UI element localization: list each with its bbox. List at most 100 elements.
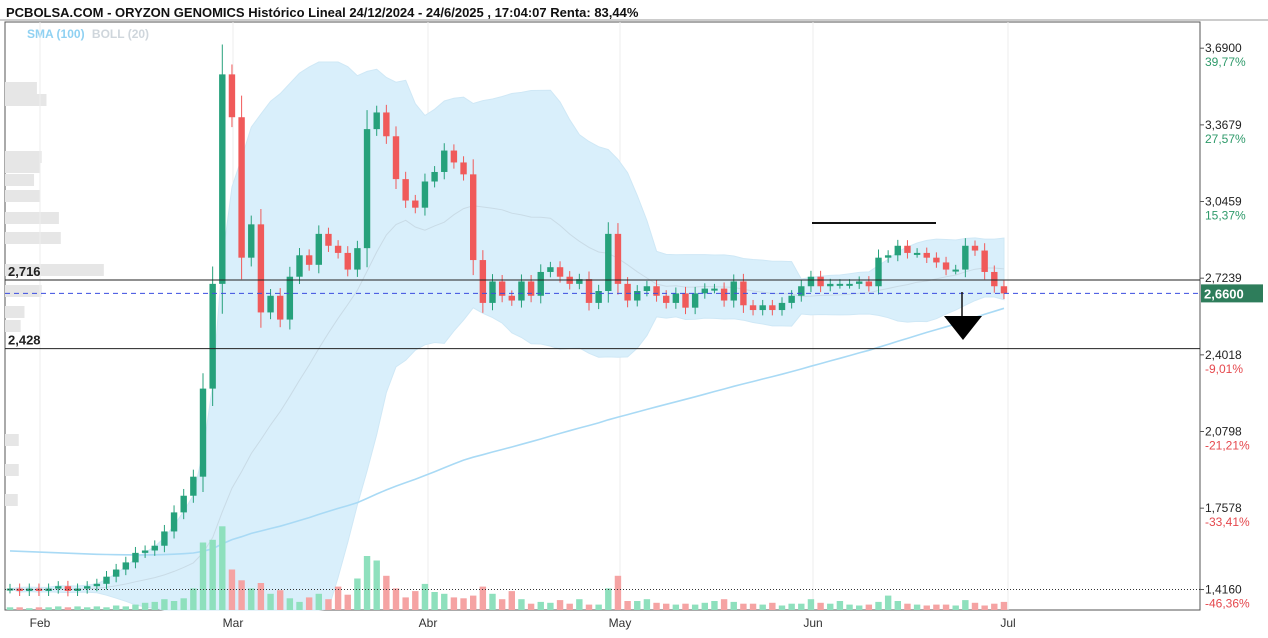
volume-bar <box>315 593 322 610</box>
volume-bar <box>595 604 602 610</box>
chart-legend[interactable]: SMA (100) BOLL (20) <box>27 27 149 41</box>
volume-bar <box>827 603 834 610</box>
candle-body <box>682 293 689 308</box>
candle-body <box>991 271 998 287</box>
volume-bar <box>807 599 815 610</box>
y-tick-price: 3,6900 <box>1205 41 1242 55</box>
candle <box>962 238 969 278</box>
volume-bar <box>933 604 940 610</box>
volume-bar <box>460 598 467 610</box>
candle-body <box>363 129 371 249</box>
volume-bar <box>219 526 226 610</box>
y-tick-percent: 27,57% <box>1205 132 1246 146</box>
volume-bar <box>624 601 631 610</box>
candle <box>93 578 101 592</box>
candle <box>141 545 149 558</box>
candle-body <box>498 281 506 296</box>
volume-bar <box>151 601 158 610</box>
candle <box>84 581 91 594</box>
candle-body <box>556 267 564 277</box>
candle <box>209 266 216 406</box>
legend-boll[interactable]: BOLL (20) <box>91 27 150 41</box>
candle <box>547 261 554 278</box>
volume-bar <box>421 583 429 610</box>
volume-bar <box>971 602 979 610</box>
candle-body <box>238 117 245 258</box>
candle <box>161 524 168 553</box>
volume-profile-bar <box>5 285 42 297</box>
x-tick-label: Abr <box>419 616 438 630</box>
y-tick-percent: -21,21% <box>1205 439 1250 453</box>
volume-bar <box>923 605 930 610</box>
candle <box>180 488 187 520</box>
candle-body <box>547 267 554 272</box>
candle-body <box>460 162 467 175</box>
candle-body <box>749 305 757 311</box>
candle-body <box>141 550 149 553</box>
volume-bar <box>576 599 583 610</box>
candle-body <box>209 283 216 389</box>
candle <box>286 266 294 330</box>
legend-sma[interactable]: SMA (100) <box>27 27 85 41</box>
candle <box>122 556 129 576</box>
candle <box>827 278 834 292</box>
candle <box>238 95 245 280</box>
volume-profile-bar <box>5 434 19 446</box>
volume-bar <box>711 601 718 610</box>
volume-bar <box>730 601 737 610</box>
candle-body <box>798 286 805 296</box>
candle <box>884 250 892 263</box>
volume-bar <box>962 600 969 610</box>
volume-bar <box>537 601 544 610</box>
volume-bar <box>556 600 564 610</box>
candle-body <box>267 295 274 313</box>
volume-bar <box>122 606 129 610</box>
candle-body <box>711 288 718 291</box>
volume-bar <box>257 583 265 610</box>
candle <box>296 247 303 285</box>
volume-bar <box>663 603 670 610</box>
volume-bar <box>93 606 101 610</box>
volume-bar <box>238 580 245 610</box>
y-tick-price: 2,7239 <box>1205 271 1242 285</box>
candle-body <box>730 281 737 301</box>
candle <box>720 282 728 307</box>
volume-bar <box>788 603 795 610</box>
x-tick-label: Mar <box>223 616 244 630</box>
candle <box>981 243 988 280</box>
candle-body <box>296 255 303 277</box>
volume-bar <box>74 606 81 610</box>
candle <box>16 583 23 597</box>
y-tick-price: 1,4160 <box>1205 583 1242 597</box>
candle <box>836 279 844 289</box>
candle <box>595 284 602 310</box>
x-tick-label: Jun <box>803 616 822 630</box>
candle <box>846 279 853 289</box>
y-tick-percent: -33,41% <box>1205 515 1250 529</box>
volume-profile-bar <box>5 494 18 506</box>
volume-profile-bar <box>5 174 35 186</box>
candle-body <box>913 252 921 255</box>
candle-body <box>720 288 728 301</box>
volume-bar <box>16 607 23 610</box>
candle-body <box>45 588 52 591</box>
candle <box>749 299 757 316</box>
candle-body <box>942 262 950 270</box>
y-tick-price: 3,3679 <box>1205 118 1242 132</box>
y-tick-price: 3,0459 <box>1205 195 1242 209</box>
chart-title: PCBOLSA.COM - ORYZON GENOMICS Histórico … <box>6 5 639 20</box>
candle-body <box>624 283 631 301</box>
candle <box>315 225 322 274</box>
candle-body <box>248 224 255 258</box>
volume-bar <box>296 601 303 610</box>
candle-body <box>93 583 101 587</box>
volume-bar <box>354 578 361 610</box>
volume-bar <box>836 601 844 610</box>
candle <box>875 249 882 295</box>
volume-bar <box>334 586 342 610</box>
candle-body <box>383 112 390 137</box>
volume-bar <box>373 560 380 610</box>
volume-bar <box>991 603 998 610</box>
volume-bar <box>508 591 515 610</box>
